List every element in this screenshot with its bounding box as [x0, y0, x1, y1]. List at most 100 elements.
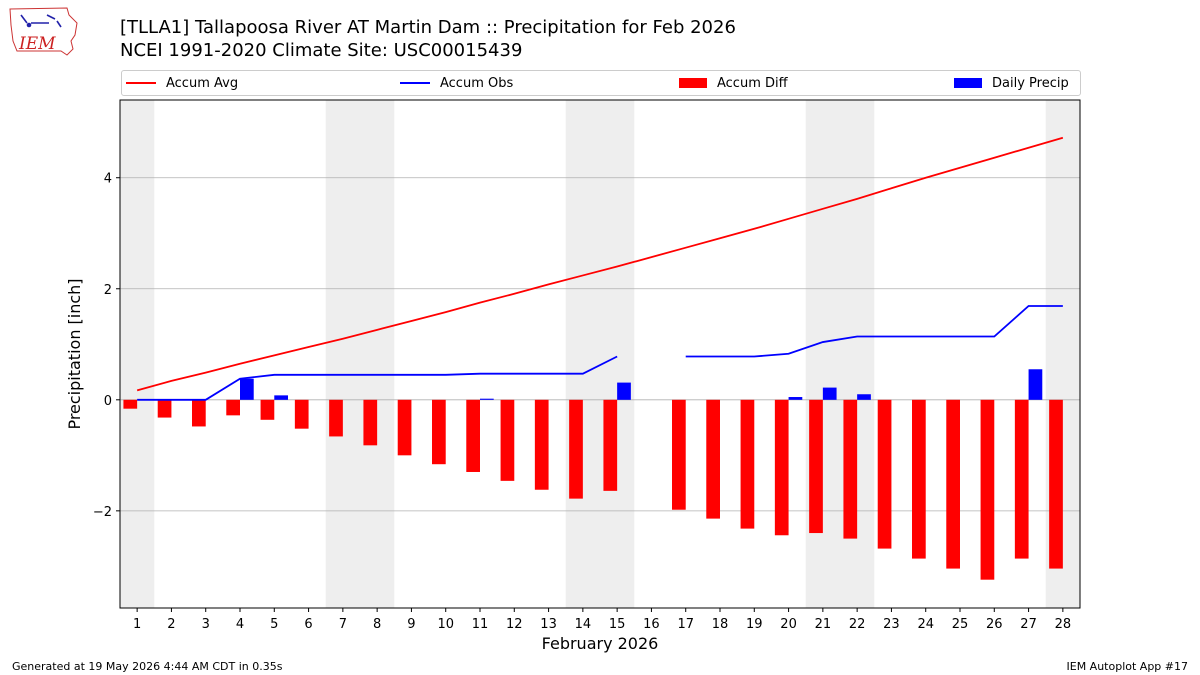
accum-diff-bar: [534, 399, 549, 490]
y-tick-label: 4: [104, 172, 112, 187]
x-axis-label: February 2026: [542, 634, 659, 653]
legend-item-accum-obs: Accum Obs: [400, 71, 513, 95]
footer-app: IEM Autoplot App #17: [1066, 660, 1189, 673]
x-tick-label: 28: [1055, 617, 1072, 632]
daily-precip-bar: [480, 398, 494, 400]
x-tick-label: 24: [917, 617, 934, 632]
accum-diff-bar: [569, 399, 583, 499]
y-axis-label: Precipitation [inch]: [65, 278, 84, 429]
chart-title: [TLLA1] Tallapoosa River AT Martin Dam :…: [120, 17, 736, 38]
logo-text: IEM: [18, 34, 56, 54]
legend-swatch: [954, 78, 982, 88]
x-tick-label: 16: [643, 617, 660, 632]
legend-item-daily-precip: Daily Precip: [954, 71, 1069, 95]
x-tick-label: 8: [373, 617, 381, 632]
accum-diff-bar: [363, 399, 378, 446]
legend-label: Accum Diff: [717, 75, 788, 91]
weekend-band: [120, 100, 155, 608]
weekend-shading: [120, 100, 1080, 608]
accum-diff-bar: [672, 399, 686, 510]
accum-diff-bar: [1014, 399, 1029, 559]
x-tick-label: 1: [133, 617, 141, 632]
x-tick-label: 14: [575, 617, 592, 632]
accum-diff-bar: [1049, 399, 1063, 569]
accum-diff-bar: [912, 399, 926, 559]
daily-precip-bar: [822, 387, 837, 400]
x-tick-label: 27: [1020, 617, 1037, 632]
accum-diff-bar: [226, 399, 240, 416]
accum-diff-bar: [466, 399, 480, 472]
x-tick-label: 15: [609, 617, 626, 632]
accum-avg-line: [136, 136, 1064, 392]
x-tick-label: 7: [339, 617, 347, 632]
accum-obs-line: [685, 305, 1063, 358]
legend: Accum Avg Accum Obs Accum Diff Daily Pre…: [121, 70, 1081, 96]
x-tick-label: 18: [712, 617, 729, 632]
accum-diff-bar: [946, 399, 960, 569]
daily-precip-bar: [240, 378, 254, 400]
y-tick-label: 0: [104, 394, 112, 409]
x-tick-label: 12: [506, 617, 523, 632]
daily-precip-bar: [617, 382, 631, 400]
x-tick-label: 23: [883, 617, 900, 632]
legend-swatch: [400, 82, 430, 84]
daily-precip-bar: [857, 394, 871, 400]
accum-diff-bar: [397, 399, 412, 456]
accum-diff-bar: [980, 399, 995, 580]
legend-label: Daily Precip: [992, 75, 1069, 91]
accum-diff-bar: [843, 399, 858, 539]
footer-generated: Generated at 19 May 2026 4:44 AM CDT in …: [12, 660, 283, 673]
accum-obs-line: [137, 355, 618, 401]
x-tick-label: 26: [986, 617, 1003, 632]
daily-precip-bar: [1028, 369, 1043, 400]
x-tick-label: 5: [270, 617, 278, 632]
accum-diff-bar: [192, 399, 206, 427]
x-tick-label: 22: [849, 617, 866, 632]
legend-item-accum-diff: Accum Diff: [679, 71, 788, 95]
x-tick-label: 2: [167, 617, 175, 632]
accum-diff-bar: [260, 399, 275, 420]
plot-frame: [119, 99, 1081, 609]
x-tick-label: 21: [815, 617, 832, 632]
weekend-band: [360, 100, 395, 608]
accum-diff-bar: [294, 399, 309, 429]
legend-label: Accum Obs: [440, 75, 514, 91]
x-tick-label: 13: [540, 617, 557, 632]
x-tick-label: 17: [677, 617, 694, 632]
legend-swatch: [679, 78, 707, 88]
accum-diff-bar: [329, 399, 343, 437]
x-tick-label: 10: [437, 617, 454, 632]
accum-diff-bar: [603, 399, 618, 491]
accum-diff-bar: [157, 399, 172, 418]
x-tick-label: 4: [236, 617, 244, 632]
x-tick-label: 6: [304, 617, 312, 632]
legend-label: Accum Avg: [166, 75, 239, 91]
accum-diff-bar: [706, 399, 720, 519]
x-tick-label: 3: [202, 617, 210, 632]
iowa-map-icon: IEM: [9, 7, 78, 56]
legend-swatch: [126, 82, 156, 84]
accum-diff-bar: [432, 399, 446, 465]
accum-diff-bar: [740, 399, 755, 529]
iem-logo: IEM: [7, 5, 79, 61]
x-tick-label: 11: [472, 617, 489, 632]
daily-precip-bar: [274, 395, 288, 400]
x-tick-label: 19: [746, 617, 763, 632]
accum-diff-bar: [877, 399, 892, 549]
accum-diff-bar: [774, 399, 789, 536]
y-tick-label: −2: [93, 505, 112, 520]
daily-precip-bar: [788, 397, 803, 400]
accum-diff-bar: [809, 399, 823, 534]
lines: [136, 136, 1064, 401]
weekend-band: [565, 100, 600, 608]
x-tick-label: 20: [780, 617, 797, 632]
x-tick-label: 9: [407, 617, 415, 632]
weekend-band: [600, 100, 635, 608]
y-tick-label: 2: [104, 283, 112, 298]
chart-subtitle: NCEI 1991-2020 Climate Site: USC00015439: [120, 40, 523, 61]
bars: [123, 369, 1063, 580]
legend-item-accum-avg: Accum Avg: [126, 71, 238, 95]
accum-diff-bar: [123, 399, 138, 409]
